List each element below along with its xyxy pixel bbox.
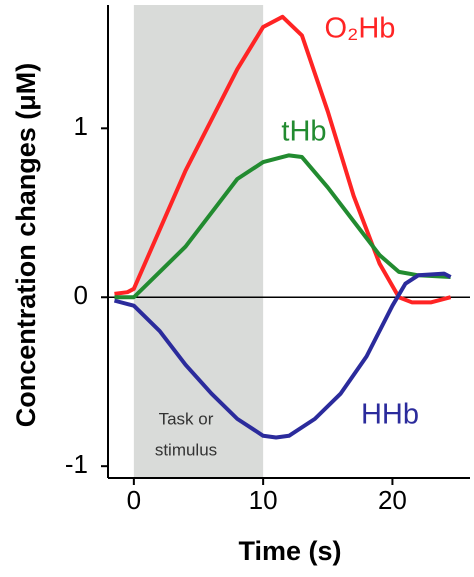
- series-line: [114, 153, 451, 300]
- x-tick-label: 20: [378, 485, 407, 515]
- x-axis-label: Time (s): [238, 536, 341, 566]
- y-axis-label: Concentration changes (μM): [11, 63, 41, 428]
- series-label: O₂Hb: [325, 13, 396, 45]
- y-tick-label: -1: [65, 449, 88, 479]
- shade-label: Task or: [159, 409, 214, 428]
- y-tick-label: 0: [74, 280, 88, 310]
- series-label: HHb: [361, 399, 419, 431]
- series-label: tHb: [281, 116, 326, 148]
- x-tick-label: 0: [127, 485, 141, 515]
- series-line: [113, 271, 452, 440]
- shade-label: stimulus: [155, 440, 217, 459]
- x-tick-label: 10: [249, 485, 278, 515]
- y-tick-label: 1: [74, 111, 88, 141]
- series-line: [114, 14, 452, 305]
